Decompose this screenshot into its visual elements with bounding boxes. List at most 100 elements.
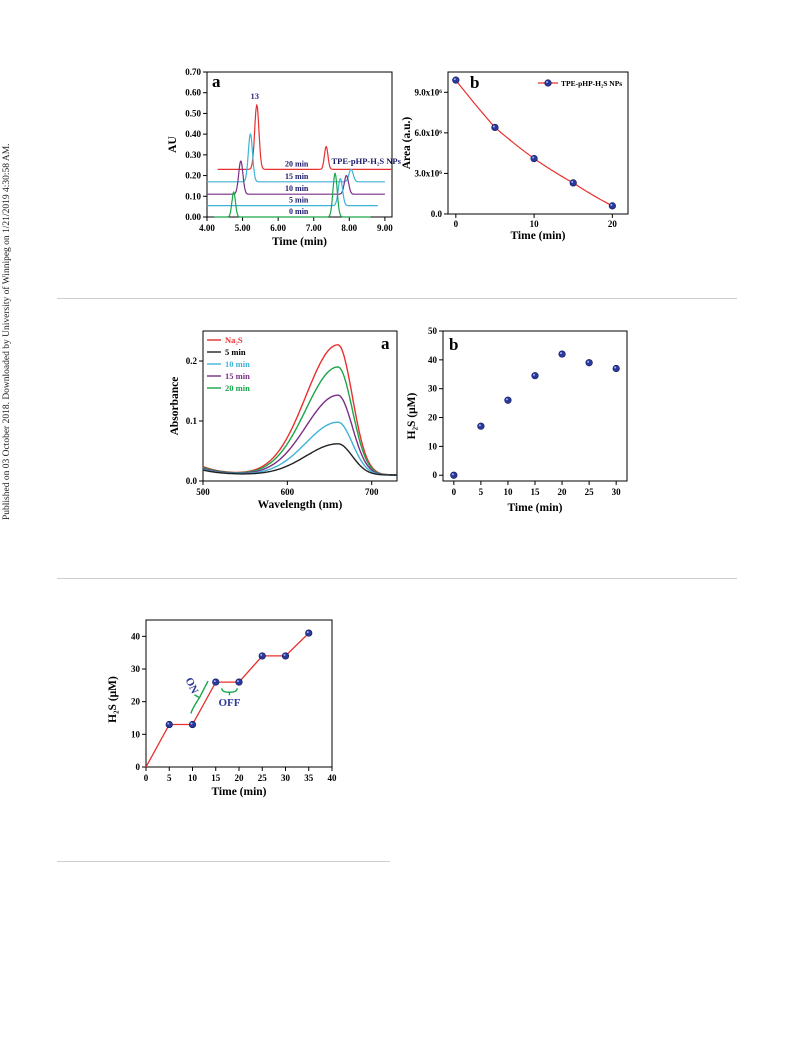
x-tick-label: 15: [211, 773, 221, 783]
y-tick-label: 30: [428, 384, 438, 394]
y-tick-label: 0.20: [185, 171, 201, 181]
np-label: TPE-pHP-H₂S NPs: [332, 156, 402, 166]
y-tick-label: 50: [428, 326, 438, 336]
data-point-highlight: [190, 722, 193, 725]
x-tick-label: 30: [281, 773, 291, 783]
spectrum-line: [202, 443, 397, 476]
plot-frame: [447, 71, 629, 215]
x-tick-label: 35: [304, 773, 314, 783]
y-tick-label: 0.0: [431, 209, 443, 219]
x-tick-label: 0: [144, 773, 149, 783]
y-tick-label: 0.10: [185, 191, 201, 201]
data-point-highlight: [560, 352, 563, 355]
y-axis-label: AU: [167, 136, 179, 153]
data-point-highlight: [213, 680, 216, 683]
figure3-on-off-chart: 0 5 10 15 20 25 30 35 40 0 10 20 30 40 H₂S (μM) Time (m…: [107, 619, 338, 798]
data-point-highlight: [614, 366, 617, 369]
divider-1: [57, 298, 737, 299]
data-point: [491, 123, 499, 132]
y-tick-label: 0.70: [185, 67, 201, 77]
trace-label: 5 min: [289, 196, 309, 205]
publication-side-note: Published on 03 October 2018. Downloaded…: [2, 143, 12, 520]
data-point: [235, 678, 243, 686]
on-bracket: [190, 680, 209, 714]
divider-3: [57, 861, 390, 862]
x-tick-label: 20: [235, 773, 245, 783]
y-tick-label: 0.40: [185, 129, 201, 139]
data-point-highlight: [533, 373, 535, 376]
legend-label: TPE-pHP-H₂S NPs: [561, 79, 622, 88]
legend-marker: [544, 79, 552, 87]
y-tick-label: 0.60: [185, 88, 201, 98]
data-point: [530, 154, 538, 163]
data-point-highlight: [283, 653, 286, 656]
figure2-panel-b-h2s-chart: 0 5 10 15 20 25 30 0 10 20 30 40 50 H₂S (μM) Time (min…: [406, 326, 628, 514]
on-bracket-tip: [194, 694, 200, 699]
data-point: [281, 652, 290, 660]
y-tick-label: 20: [131, 697, 141, 707]
x-tick-label: 5: [479, 487, 484, 497]
x-tick-label: 0: [454, 219, 459, 229]
y-tick-label: 3.0x10⁶: [415, 168, 443, 178]
data-point-highlight: [610, 203, 613, 206]
data-point: [608, 202, 616, 210]
data-point-highlight: [167, 722, 170, 725]
panel-letter-a: a: [381, 334, 390, 353]
y-axis-label: Absorbance: [169, 377, 181, 436]
series-line: [455, 79, 613, 207]
data-point: [165, 720, 173, 729]
legend-label: 10 min: [225, 359, 250, 369]
data-point-highlight: [571, 180, 574, 183]
y-tick-label: 0.50: [185, 108, 201, 118]
plot-frame: [442, 330, 628, 482]
x-tick-label: 25: [258, 773, 268, 783]
data-point: [504, 396, 512, 404]
data-point-highlight: [306, 631, 309, 634]
legend-label: 20 min: [225, 383, 250, 393]
x-axis-label: Time (min): [507, 502, 562, 514]
trace-line-10-min: [207, 160, 385, 195]
y-tick-label: 10: [131, 729, 141, 739]
y-tick-label: 6.0x10⁶: [415, 128, 443, 138]
trace-label: 20 min: [285, 159, 309, 168]
panel-letter-b: b: [470, 73, 479, 92]
x-tick-label: 40: [328, 773, 338, 783]
x-axis-label: Time (min): [510, 230, 565, 242]
data-point-highlight: [505, 398, 508, 401]
off-bracket: [221, 688, 238, 696]
x-tick-label: 4.00: [199, 223, 215, 233]
data-point-highlight: [532, 156, 535, 159]
data-point: [558, 350, 566, 358]
data-point-highlight: [453, 78, 456, 81]
x-tick-label: 6.00: [270, 223, 286, 233]
x-tick-label: 30: [612, 487, 622, 497]
x-tick-label: 20: [608, 219, 618, 229]
plot-frame: [202, 330, 398, 482]
y-tick-label: 30: [131, 664, 141, 674]
x-axis-label: Time (min): [211, 786, 266, 798]
data-point: [188, 720, 197, 729]
x-tick-label: 10: [188, 773, 198, 783]
x-tick-label: 8.00: [341, 223, 357, 233]
data-point: [258, 652, 266, 660]
data-point: [305, 629, 313, 637]
trace-label: 10 min: [285, 184, 309, 193]
peak-label: 13: [251, 91, 259, 101]
y-tick-label: 0.0: [186, 476, 198, 486]
trace-label: 0 min: [289, 207, 309, 216]
data-point: [612, 364, 620, 373]
y-tick-label: 0.00: [185, 212, 201, 222]
on-label: ON: [183, 676, 201, 696]
data-point-highlight: [237, 680, 239, 683]
legend-label: Na₂S: [225, 335, 243, 345]
x-axis-label: Wavelength (nm): [258, 499, 343, 511]
x-tick-label: 600: [281, 487, 295, 497]
y-tick-label: 40: [131, 631, 141, 641]
figure1-panel-a-hplc-chart: 4.00 5.00 6.00 7.00 8.00 9.00 0.00 0.10 0.20 0.30…: [167, 67, 402, 248]
data-point: [212, 678, 220, 686]
x-tick-label: 5: [167, 773, 172, 783]
data-point: [452, 76, 460, 84]
y-tick-label: 0.2: [186, 356, 198, 366]
data-point-highlight: [587, 360, 590, 363]
y-axis-label: H₂S (μM): [107, 676, 119, 723]
